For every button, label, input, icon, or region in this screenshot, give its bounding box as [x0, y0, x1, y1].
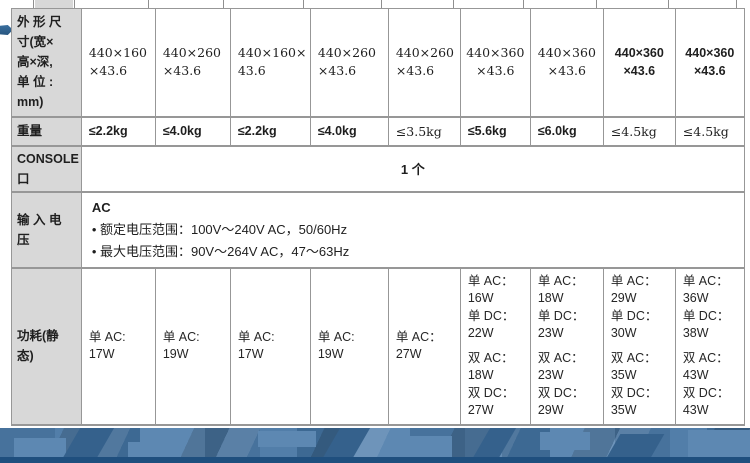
left-arrow-decoration — [0, 25, 13, 35]
power-cell: 单 AC： 29W 单 DC： 30W 双 AC： 35W 双 DC： 35W — [602, 266, 676, 426]
grid-line — [148, 0, 149, 8]
power-single: 单 AC: 19W — [317, 329, 355, 362]
grid-line — [596, 0, 597, 8]
grid-line — [303, 0, 304, 8]
grid-line — [33, 0, 34, 8]
power-single: 单 AC: 19W — [162, 329, 200, 362]
dimension-cell: 440×360 ×43.6 — [529, 8, 604, 118]
row-label-power: 功耗(静 态) — [11, 266, 82, 426]
power-dual: 双 AC： 23W 双 DC： 29W — [537, 350, 585, 418]
power-cell: 单 AC： 36W 单 DC： 38W 双 AC： 43W 双 DC： 43W — [674, 266, 745, 426]
power-cell: 单 AC： 18W 单 DC： 23W 双 AC： 23W 双 DC： 29W — [529, 266, 604, 426]
power-cell: 单 AC： 16W 单 DC： 22W 双 AC： 18W 双 DC： 27W — [459, 266, 531, 426]
power-single: 单 AC： 18W 单 DC： 23W — [537, 273, 585, 341]
power-dual: 双 AC： 35W 双 DC： 35W — [610, 350, 658, 418]
power-single: 单 AC: 17W — [237, 329, 275, 362]
power-single: 单 AC： 29W 单 DC： 30W — [610, 273, 658, 341]
weight-cell: ≤5.6kg — [459, 115, 531, 147]
row-label-console: CONSOLE 口 — [11, 144, 82, 193]
row-label-voltage: 输 入 电 压 — [11, 190, 82, 269]
row-label-dimensions: 外 形 尺 寸(宽× 高×深, 单 位 : mm) — [11, 8, 82, 118]
table-row-weight: 重量 ≤2.2kg ≤4.0kg ≤2.2kg ≤4.0kg ≤3.5kg ≤5… — [11, 115, 745, 147]
power-single: 单 AC： 27W — [395, 329, 442, 362]
remnant-header-cell — [35, 0, 73, 8]
weight-cell: ≤4.5kg — [602, 115, 676, 147]
dimension-cell: 440×360 ×43.6 — [602, 8, 676, 118]
power-dual: 双 AC： 18W 双 DC： 27W — [467, 350, 515, 418]
dimension-cell: 440×260 ×43.6 — [309, 8, 389, 118]
power-single: 单 AC： 36W 单 DC： 38W — [682, 273, 730, 341]
grid-line — [668, 0, 669, 8]
power-dual: 双 AC： 43W 双 DC： 43W — [682, 350, 730, 418]
table-row-power: 功耗(静 态) 单 AC: 17W 单 AC: 19W 单 AC: 17W 单 … — [11, 266, 745, 426]
weight-cell: ≤4.5kg — [674, 115, 745, 147]
console-value-cell: 1 个 — [80, 144, 745, 193]
power-single: 单 AC: 17W — [88, 329, 126, 362]
footer-block — [540, 432, 590, 450]
table-row-dimensions: 外 形 尺 寸(宽× 高×深, 单 位 : mm) 440×160 ×43.6 … — [11, 8, 745, 118]
voltage-heading: AC — [91, 199, 111, 215]
weight-cell: ≤4.0kg — [309, 115, 389, 147]
table-row-voltage: 输 入 电 压 AC • 额定电压范围：100V～240V AC，50/60Hz… — [11, 190, 745, 269]
table-top-remnant — [0, 0, 750, 8]
footer-decoration — [0, 428, 750, 463]
power-single: 单 AC： 16W 单 DC： 22W — [467, 273, 515, 341]
power-cell: 单 AC: 19W — [154, 266, 231, 426]
grid-line — [453, 0, 454, 8]
power-cell: 单 AC: 19W — [309, 266, 389, 426]
grid-line — [74, 0, 75, 8]
dimension-cell: 440×160× 43.6 — [229, 8, 311, 118]
weight-cell: ≤4.0kg — [154, 115, 231, 147]
weight-cell: ≤2.2kg — [80, 115, 156, 147]
weight-cell: ≤3.5kg — [387, 115, 461, 147]
dimension-cell: 440×260 ×43.6 — [154, 8, 231, 118]
grid-line — [381, 0, 382, 8]
grid-line — [223, 0, 224, 8]
voltage-value-cell: AC • 额定电压范围：100V～240V AC，50/60Hz • 最大电压范… — [80, 190, 745, 269]
power-cell: 单 AC: 17W — [80, 266, 156, 426]
voltage-bullet: • 额定电压范围：100V～240V AC，50/60Hz — [91, 221, 348, 237]
dimension-cell: 440×360 ×43.6 — [459, 8, 531, 118]
grid-line — [523, 0, 524, 8]
table-row-console: CONSOLE 口 1 个 — [11, 144, 745, 193]
dimension-cell: 440×260 ×43.6 — [387, 8, 461, 118]
footer-navy-strip — [0, 457, 750, 463]
footer-block — [258, 431, 316, 447]
dimension-cell: 440×160 ×43.6 — [80, 8, 156, 118]
power-cell: 单 AC： 27W — [387, 266, 461, 426]
row-label-weight: 重量 — [11, 115, 82, 147]
power-cell: 单 AC: 17W — [229, 266, 311, 426]
weight-cell: ≤6.0kg — [529, 115, 604, 147]
spec-table: 外 形 尺 寸(宽× 高×深, 单 位 : mm) 440×160 ×43.6 … — [11, 8, 745, 426]
dimension-cell: 440×360 ×43.6 — [674, 8, 745, 118]
weight-cell: ≤2.2kg — [229, 115, 311, 147]
grid-line — [736, 0, 737, 8]
voltage-bullet: • 最大电压范围：90V～264V AC，47～63Hz — [91, 243, 350, 259]
